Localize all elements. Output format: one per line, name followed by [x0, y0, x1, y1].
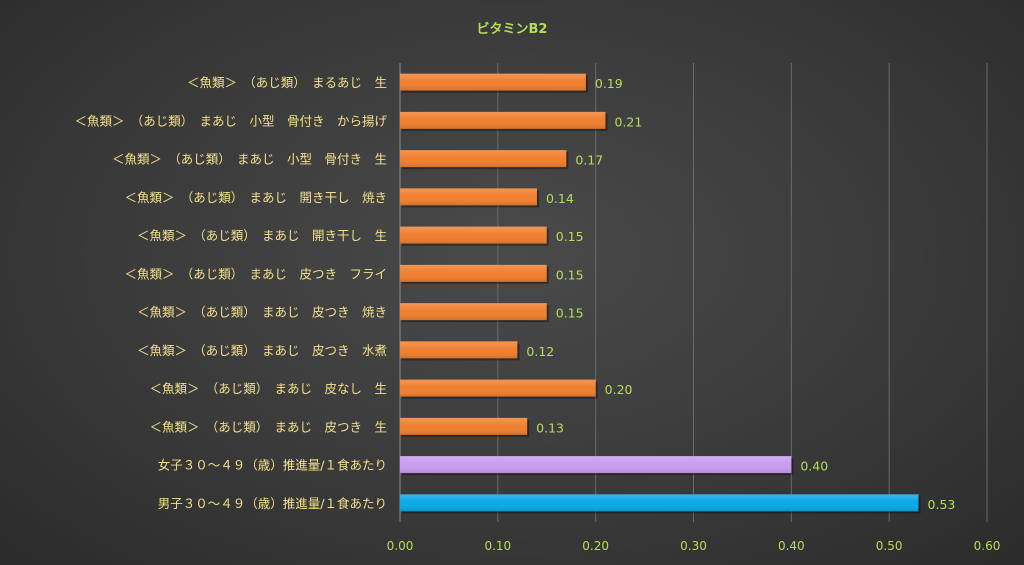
bar-highlight [400, 417, 528, 435]
data-label: 0.40 [800, 459, 828, 474]
bar-highlight [400, 73, 586, 91]
bar-highlight [400, 150, 567, 168]
category-label: ＜魚類＞ （あじ類） まるあじ 生 [187, 75, 387, 90]
bar-highlight [400, 188, 537, 206]
bar-highlight [400, 303, 547, 321]
bars [400, 73, 921, 514]
bar-highlight [400, 226, 547, 244]
bar-highlight [400, 111, 606, 129]
x-tick-label: 0.60 [974, 539, 1001, 553]
data-label: 0.15 [556, 229, 584, 244]
data-labels: 0.19 0.21 0.17 0.14 0.15 0.15 0.15 0.12 0.20 0.13… [526, 76, 955, 512]
data-label: 0.12 [526, 344, 554, 359]
data-label: 0.17 [575, 153, 603, 168]
gridlines [399, 63, 988, 522]
chart-title: ビタミンB2 [477, 21, 548, 37]
category-label: 女子３０～４９（歳）推進量/１食あたり [158, 458, 387, 473]
data-label: 0.19 [595, 76, 623, 91]
x-tick-label: 0.10 [484, 539, 511, 553]
x-tick-label: 0.20 [582, 539, 609, 553]
category-label: ＜魚類＞ （あじ類） まあじ 皮つき 焼き [137, 305, 387, 320]
category-label: ＜魚類＞ （あじ類） まあじ 小型 骨付き 生 [112, 152, 387, 167]
category-label: ＜魚類＞ （あじ類） まあじ 小型 骨付き から揚げ [74, 113, 387, 128]
x-tick-label: 0.50 [876, 539, 903, 553]
x-tick-label: 0.40 [778, 539, 805, 553]
data-label: 0.13 [536, 420, 564, 435]
category-label: ＜魚類＞ （あじ類） まあじ 開き干し 生 [137, 228, 387, 243]
data-label: 0.14 [546, 191, 574, 206]
category-labels: ＜魚類＞ （あじ類） まるあじ 生 ＜魚類＞ （あじ類） まあじ 小型 骨付き か… [74, 75, 387, 511]
category-label: 男子３０～４９（歳）推進量/１食あたり [158, 496, 387, 511]
bar-highlight [400, 264, 547, 282]
category-label: ＜魚類＞ （あじ類） まあじ 皮つき 生 [149, 419, 387, 434]
data-label: 0.15 [556, 267, 584, 282]
category-label: ＜魚類＞ （あじ類） まあじ 皮つき フライ [124, 266, 387, 281]
category-label: ＜魚類＞ （あじ類） まあじ 皮なし 生 [149, 381, 387, 396]
bar-highlight [400, 456, 792, 474]
category-label: ＜魚類＞ （あじ類） まあじ 皮つき 水煮 [137, 343, 387, 358]
bar-highlight [400, 379, 596, 397]
category-label: ＜魚類＞ （あじ類） まあじ 開き干し 焼き [124, 190, 387, 205]
x-tick-label: 0.00 [387, 539, 414, 553]
data-label: 0.20 [605, 382, 633, 397]
data-label: 0.21 [614, 114, 642, 129]
data-label: 0.53 [928, 497, 956, 512]
bar-highlight [400, 341, 518, 359]
x-tick-label: 0.30 [680, 539, 707, 553]
x-axis-tick-labels: 0.00 0.10 0.20 0.30 0.40 0.50 0.60 [387, 539, 1001, 553]
data-label: 0.15 [556, 306, 584, 321]
bar-highlight [400, 494, 919, 512]
